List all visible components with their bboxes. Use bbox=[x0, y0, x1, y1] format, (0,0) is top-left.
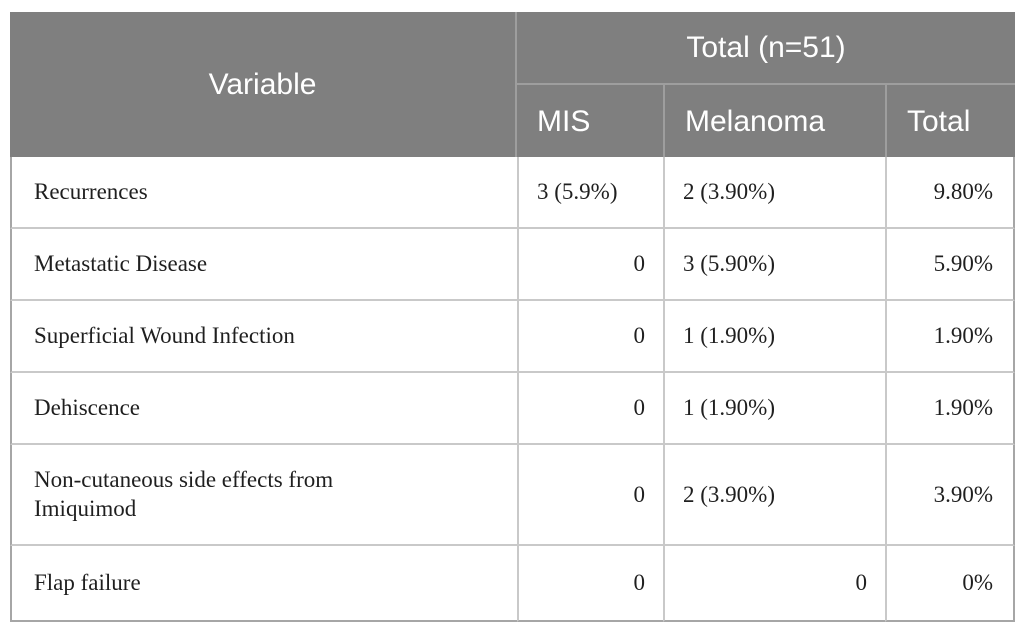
total-cell: 1.90% bbox=[885, 372, 1016, 445]
melanoma-cell: 2 (3.90%) bbox=[663, 444, 885, 547]
melanoma-cell: 1 (1.90%) bbox=[663, 300, 885, 373]
variable-cell: Non-cutaneous side effects from Imiquimo… bbox=[10, 444, 517, 547]
table-row: Superficial Wound Infection 0 1 (1.90%) … bbox=[10, 300, 1016, 373]
melanoma-cell: 3 (5.90%) bbox=[663, 228, 885, 301]
header-melanoma: Melanoma bbox=[663, 85, 885, 157]
header-total: Total bbox=[885, 85, 1016, 157]
complications-table: Variable Total (n=51) MIS Melanoma Total… bbox=[10, 12, 1016, 623]
total-cell: 5.90% bbox=[885, 228, 1016, 301]
table-row: Metastatic Disease 0 3 (5.90%) 5.90% bbox=[10, 228, 1016, 301]
melanoma-cell: 0 bbox=[663, 546, 885, 623]
mis-cell: 0 bbox=[517, 372, 663, 445]
mis-cell: 0 bbox=[517, 444, 663, 547]
total-cell: 1.90% bbox=[885, 300, 1016, 373]
mis-cell: 0 bbox=[517, 228, 663, 301]
variable-cell: Recurrences bbox=[10, 157, 517, 229]
mis-cell: 3 (5.9%) bbox=[517, 157, 663, 229]
table-row: Flap failure 0 0 0% bbox=[10, 546, 1016, 623]
mis-cell: 0 bbox=[517, 300, 663, 373]
table-body: Recurrences 3 (5.9%) 2 (3.90%) 9.80% Met… bbox=[10, 157, 1016, 623]
variable-cell: Superficial Wound Infection bbox=[10, 300, 517, 373]
variable-cell: Metastatic Disease bbox=[10, 228, 517, 301]
total-cell: 9.80% bbox=[885, 157, 1016, 229]
variable-cell: Dehiscence bbox=[10, 372, 517, 445]
table-row: Dehiscence 0 1 (1.90%) 1.90% bbox=[10, 372, 1016, 445]
variable-cell: Flap failure bbox=[10, 546, 517, 623]
table-row: Recurrences 3 (5.9%) 2 (3.90%) 9.80% bbox=[10, 157, 1016, 229]
table-header: Variable Total (n=51) MIS Melanoma Total bbox=[10, 12, 1016, 157]
header-total-group: Total (n=51) bbox=[517, 12, 1016, 85]
header-row-group: Variable Total (n=51) bbox=[10, 12, 1016, 157]
mis-cell: 0 bbox=[517, 546, 663, 623]
table-row: Non-cutaneous side effects from Imiquimo… bbox=[10, 444, 1016, 547]
total-cell: 0% bbox=[885, 546, 1016, 623]
melanoma-cell: 2 (3.90%) bbox=[663, 157, 885, 229]
melanoma-cell: 1 (1.90%) bbox=[663, 372, 885, 445]
header-variable: Variable bbox=[10, 12, 517, 157]
header-row-sub: MIS Melanoma Total bbox=[10, 85, 1016, 157]
header-mis: MIS bbox=[517, 85, 663, 157]
total-cell: 3.90% bbox=[885, 444, 1016, 547]
